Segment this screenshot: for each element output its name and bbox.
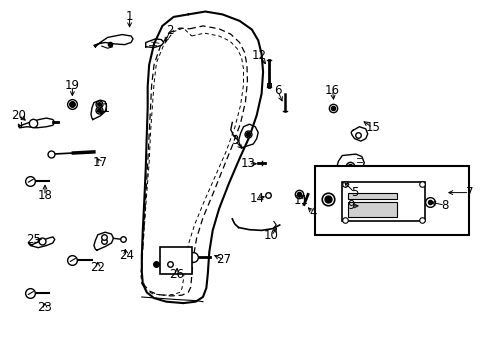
- Text: 17: 17: [93, 156, 107, 169]
- Text: 8: 8: [440, 199, 448, 212]
- Text: 24: 24: [119, 249, 133, 262]
- Text: 2: 2: [166, 24, 174, 37]
- Text: 7: 7: [465, 186, 472, 199]
- Bar: [347, 202, 396, 217]
- Text: 3: 3: [230, 134, 238, 147]
- Text: 14: 14: [249, 192, 264, 205]
- Text: 25: 25: [26, 233, 41, 246]
- Bar: [347, 193, 396, 199]
- Text: 9: 9: [346, 199, 354, 212]
- Text: 18: 18: [38, 189, 52, 202]
- Text: 4: 4: [308, 206, 316, 219]
- Text: 5: 5: [350, 186, 358, 199]
- Text: 16: 16: [325, 84, 339, 96]
- Text: 22: 22: [90, 261, 105, 274]
- Text: 10: 10: [264, 229, 278, 242]
- Text: 27: 27: [216, 253, 231, 266]
- Text: 1: 1: [125, 10, 133, 23]
- Text: 20: 20: [11, 109, 26, 122]
- Bar: [342, 182, 425, 221]
- Text: 19: 19: [65, 79, 80, 92]
- Text: 26: 26: [169, 268, 184, 281]
- Text: 23: 23: [38, 301, 52, 314]
- Bar: [315, 166, 468, 235]
- Text: 6: 6: [273, 84, 281, 97]
- Text: 15: 15: [365, 121, 379, 134]
- Text: 12: 12: [251, 49, 266, 62]
- Text: 11: 11: [293, 194, 307, 207]
- Text: 13: 13: [241, 157, 255, 170]
- Bar: [160, 247, 192, 274]
- Text: 21: 21: [95, 102, 110, 114]
